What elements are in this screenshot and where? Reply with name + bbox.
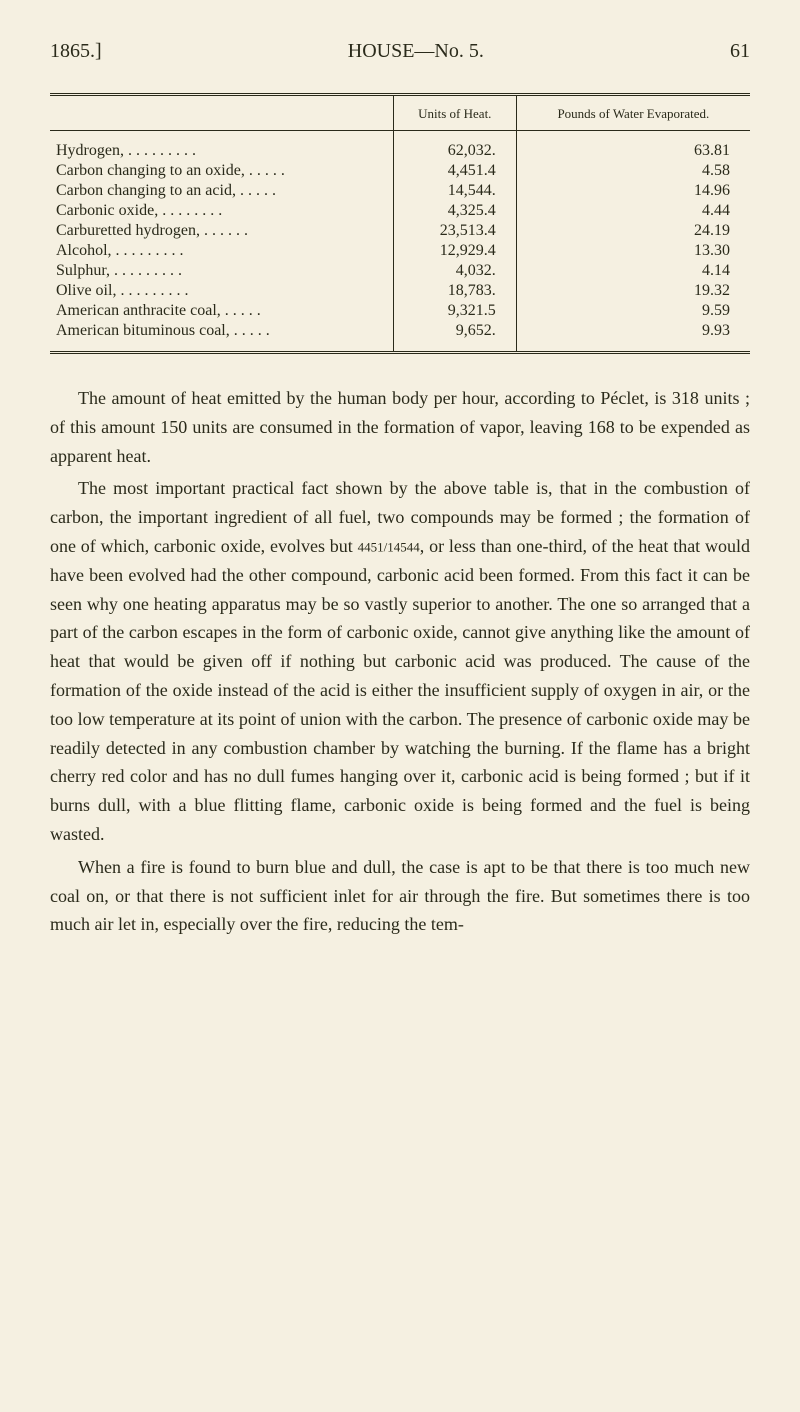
- row-label: Carburetted hydrogen, . . . . . .: [50, 221, 393, 241]
- row-pounds: 4.44: [516, 201, 750, 221]
- header-title: HOUSE—No. 5.: [348, 40, 484, 63]
- row-pounds: 9.59: [516, 301, 750, 321]
- row-pounds: 13.30: [516, 241, 750, 261]
- row-units: 4,451.4: [393, 161, 516, 181]
- col-header-empty: [50, 98, 393, 131]
- row-units: 18,783.: [393, 281, 516, 301]
- fraction: 4451/14544: [358, 539, 420, 554]
- row-units: 23,513.4: [393, 221, 516, 241]
- table-row: Carbon changing to an acid, . . . . . 14…: [50, 181, 750, 201]
- col-header-units: Units of Heat.: [393, 98, 516, 131]
- paragraph-3: When a fire is found to burn blue and du…: [50, 853, 750, 939]
- row-units: 14,544.: [393, 181, 516, 201]
- row-label: Hydrogen, . . . . . . . . .: [50, 141, 393, 161]
- table-row: American anthracite coal, . . . . . 9,32…: [50, 301, 750, 321]
- heat-table: Units of Heat. Pounds of Water Evaporate…: [50, 93, 750, 354]
- table-row: American bituminous coal, . . . . . 9,65…: [50, 321, 750, 341]
- p2-part-b: , or less than one-third, of the heat th…: [50, 536, 750, 844]
- table-row: Carburetted hydrogen, . . . . . . 23,513…: [50, 221, 750, 241]
- table-row: Carbonic oxide, . . . . . . . . 4,325.4 …: [50, 201, 750, 221]
- row-label: Sulphur, . . . . . . . . .: [50, 261, 393, 281]
- row-units: 9,321.5: [393, 301, 516, 321]
- row-label: Carbon changing to an oxide, . . . . .: [50, 161, 393, 181]
- row-units: 4,325.4: [393, 201, 516, 221]
- table-row: Sulphur, . . . . . . . . . 4,032. 4.14: [50, 261, 750, 281]
- table-row: Carbon changing to an oxide, . . . . . 4…: [50, 161, 750, 181]
- row-units: 4,032.: [393, 261, 516, 281]
- row-pounds: 9.93: [516, 321, 750, 341]
- col-header-pounds: Pounds of Water Evaporated.: [516, 98, 750, 131]
- row-pounds: 4.58: [516, 161, 750, 181]
- row-pounds: 63.81: [516, 141, 750, 161]
- row-label: Alcohol, . . . . . . . . .: [50, 241, 393, 261]
- header-year: 1865.]: [50, 40, 102, 63]
- row-pounds: 4.14: [516, 261, 750, 281]
- row-units: 9,652.: [393, 321, 516, 341]
- row-label: Carbon changing to an acid, . . . . .: [50, 181, 393, 201]
- table-row: Alcohol, . . . . . . . . . 12,929.4 13.3…: [50, 241, 750, 261]
- page-header: 1865.] HOUSE—No. 5. 61: [50, 40, 750, 63]
- row-pounds: 24.19: [516, 221, 750, 241]
- paragraph-2: The most important practical fact shown …: [50, 474, 750, 848]
- row-units: 12,929.4: [393, 241, 516, 261]
- row-label: Carbonic oxide, . . . . . . . .: [50, 201, 393, 221]
- table-row: Olive oil, . . . . . . . . . 18,783. 19.…: [50, 281, 750, 301]
- row-label: Olive oil, . . . . . . . . .: [50, 281, 393, 301]
- page-number: 61: [730, 40, 750, 63]
- row-units: 62,032.: [393, 141, 516, 161]
- row-pounds: 14.96: [516, 181, 750, 201]
- table-row: Hydrogen, . . . . . . . . . 62,032. 63.8…: [50, 141, 750, 161]
- row-label: American anthracite coal, . . . . .: [50, 301, 393, 321]
- row-pounds: 19.32: [516, 281, 750, 301]
- paragraph-1: The amount of heat emitted by the human …: [50, 384, 750, 470]
- row-label: American bituminous coal, . . . . .: [50, 321, 393, 341]
